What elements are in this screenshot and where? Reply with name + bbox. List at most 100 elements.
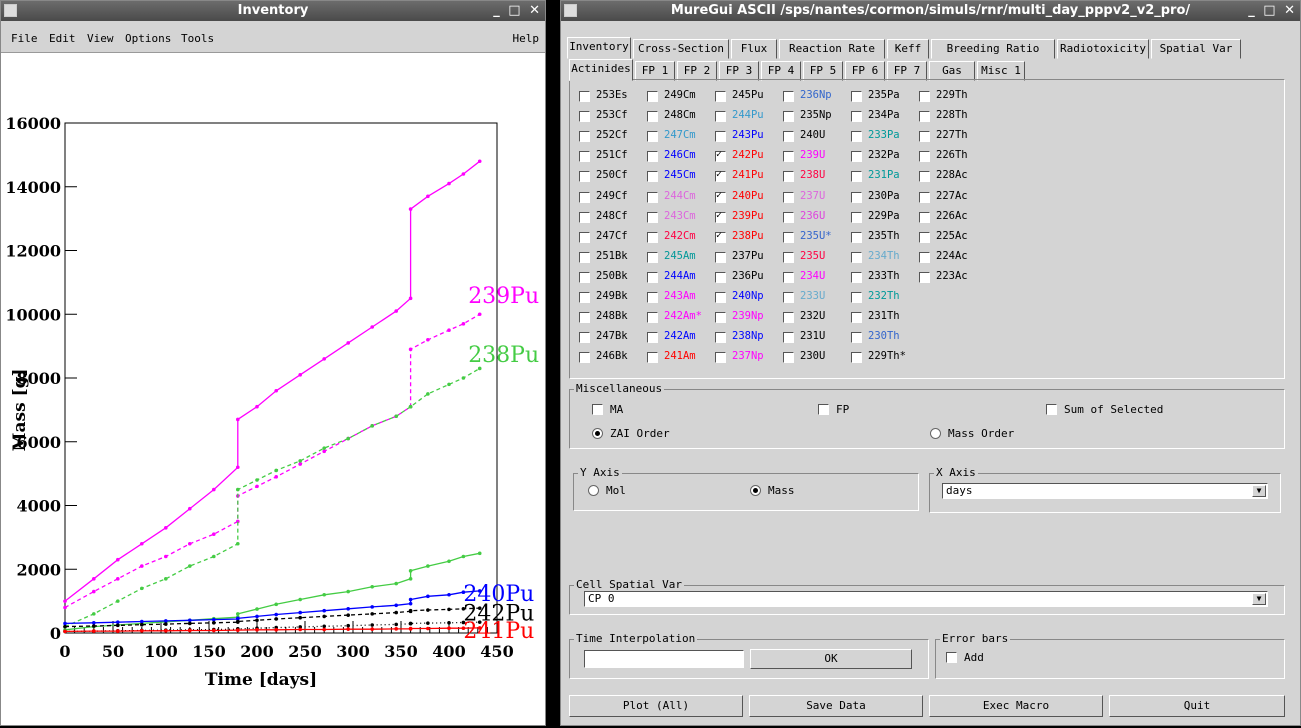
tab-spatial-var[interactable]: Spatial Var (1151, 39, 1241, 59)
subtab-fp-6[interactable]: FP 6 (845, 61, 885, 81)
nuclide-checkbox[interactable] (919, 251, 930, 263)
nuclide-checkbox[interactable] (851, 131, 862, 143)
subtab-gas[interactable]: Gas (929, 61, 975, 81)
plot-canvas[interactable]: 0 50 100 150 200 250 300 350 400 450 0 2000 4000 6000… (1, 53, 545, 725)
menu-options[interactable]: Options (125, 32, 172, 45)
nuclide-checkbox[interactable] (647, 131, 658, 143)
nuclide-checkbox[interactable] (783, 171, 794, 183)
plot-window-titlebar[interactable]: Inventory _ □ ✕ (1, 1, 545, 21)
nuclide-checkbox[interactable] (715, 292, 726, 303)
nuclide-checkbox[interactable] (851, 352, 862, 364)
window-menu-icon[interactable] (564, 4, 577, 17)
nuclide-checkbox[interactable] (579, 271, 590, 283)
nuclide-checkbox[interactable] (579, 191, 590, 203)
nuclide-checkbox[interactable] (851, 292, 862, 303)
nuclide-checkbox[interactable] (647, 91, 658, 102)
nuclide-checkbox[interactable] (579, 211, 590, 223)
nuclide-checkbox[interactable] (919, 111, 930, 123)
nuclide-checkbox[interactable] (919, 271, 930, 283)
window-controls-icon[interactable]: _ □ ✕ (493, 3, 542, 18)
menu-view[interactable]: View (87, 32, 114, 45)
mass-vs-time-chart[interactable]: 0 50 100 150 200 250 300 350 400 450 0 2000 4000 6000… (1, 53, 545, 725)
nuclide-checkbox[interactable] (851, 191, 862, 203)
menu-help[interactable]: Help (512, 32, 540, 45)
nuclide-checkbox[interactable] (919, 171, 930, 183)
nuclide-checkbox[interactable] (647, 231, 658, 243)
nuclide-checkbox[interactable] (715, 251, 726, 263)
tab-breeding-ratio[interactable]: Breeding Ratio (931, 39, 1055, 59)
nuclide-checkbox[interactable] (851, 271, 862, 283)
subtab-fp-3[interactable]: FP 3 (719, 61, 759, 81)
nuclide-checkbox[interactable] (715, 131, 726, 143)
nuclide-checkbox[interactable] (579, 131, 590, 143)
menu-edit[interactable]: Edit (49, 32, 76, 45)
nuclide-checkbox[interactable] (851, 332, 862, 344)
nuclide-checkbox[interactable] (851, 171, 862, 183)
nuclide-checkbox[interactable] (919, 131, 930, 143)
mass-radio[interactable] (750, 485, 761, 496)
nuclide-checkbox[interactable] (579, 91, 590, 102)
nuclide-checkbox[interactable] (783, 271, 794, 283)
nuclide-checkbox[interactable] (919, 231, 930, 243)
nuclide-checkbox[interactable] (647, 292, 658, 303)
save-data-button[interactable]: Save Data (749, 695, 923, 717)
nuclide-checkbox[interactable] (715, 352, 726, 364)
fp-checkbox[interactable] (818, 404, 829, 415)
nuclide-checkbox[interactable] (851, 231, 862, 243)
plot-all-button[interactable]: Plot (All) (569, 695, 743, 717)
subtab-fp-4[interactable]: FP 4 (761, 61, 801, 81)
subtab-fp-1[interactable]: FP 1 (635, 61, 675, 81)
sum-selected-checkbox[interactable] (1046, 404, 1057, 415)
nuclide-checkbox[interactable] (647, 211, 658, 223)
nuclide-checkbox[interactable] (783, 151, 794, 163)
nuclide-checkbox[interactable] (647, 191, 658, 203)
nuclide-checkbox[interactable] (715, 111, 726, 123)
gui-window-controls-icon[interactable]: _ □ ✕ (1248, 3, 1297, 18)
nuclide-checkbox[interactable] (579, 292, 590, 303)
nuclide-checkbox[interactable] (579, 251, 590, 263)
nuclide-checkbox[interactable] (579, 151, 590, 163)
nuclide-checkbox[interactable] (647, 352, 658, 364)
nuclide-checkbox[interactable] (647, 151, 658, 163)
nuclide-checkbox[interactable] (919, 211, 930, 223)
subtab-fp-5[interactable]: FP 5 (803, 61, 843, 81)
nuclide-checkbox[interactable] (579, 231, 590, 243)
nuclide-checkbox[interactable] (647, 111, 658, 123)
mass-order-radio[interactable] (930, 428, 941, 439)
gui-window-titlebar[interactable]: MureGui ASCII /sps/nantes/cormon/simuls/… (561, 1, 1300, 21)
app-icon[interactable] (4, 4, 17, 17)
nuclide-checkbox[interactable] (783, 131, 794, 143)
nuclide-checkbox[interactable] (783, 292, 794, 303)
nuclide-checkbox[interactable] (715, 169, 726, 183)
nuclide-checkbox[interactable] (851, 312, 862, 324)
nuclide-checkbox[interactable] (647, 251, 658, 263)
tab-cross-section[interactable]: Cross-Section (633, 39, 729, 59)
nuclide-checkbox[interactable] (919, 151, 930, 163)
mol-radio[interactable] (588, 485, 599, 496)
tab-flux[interactable]: Flux (731, 39, 777, 59)
cell-spatial-select[interactable]: CP 0 ▼ (584, 591, 1268, 607)
nuclide-checkbox[interactable] (783, 352, 794, 364)
quit-button[interactable]: Quit (1109, 695, 1285, 717)
ma-checkbox[interactable] (592, 404, 603, 415)
nuclide-checkbox[interactable] (715, 91, 726, 102)
nuclide-checkbox[interactable] (579, 171, 590, 183)
nuclide-checkbox[interactable] (579, 111, 590, 123)
nuclide-checkbox[interactable] (783, 191, 794, 203)
subtab-misc-1[interactable]: Misc 1 (977, 61, 1025, 81)
nuclide-checkbox[interactable] (919, 91, 930, 102)
zai-order-radio[interactable] (592, 428, 603, 439)
subtab-actinides[interactable]: Actinides (569, 59, 633, 81)
nuclide-checkbox[interactable] (783, 211, 794, 223)
exec-macro-button[interactable]: Exec Macro (929, 695, 1103, 717)
nuclide-checkbox[interactable] (715, 190, 726, 203)
subtab-fp-2[interactable]: FP 2 (677, 61, 717, 81)
nuclide-checkbox[interactable] (579, 352, 590, 364)
add-error-bars-checkbox[interactable] (946, 652, 957, 663)
nuclide-checkbox[interactable] (715, 271, 726, 283)
tab-keff[interactable]: Keff (887, 39, 929, 59)
tab-inventory[interactable]: Inventory (567, 37, 631, 59)
ok-button[interactable]: OK (750, 649, 912, 669)
subtab-fp-7[interactable]: FP 7 (887, 61, 927, 81)
nuclide-checkbox[interactable] (851, 91, 862, 102)
